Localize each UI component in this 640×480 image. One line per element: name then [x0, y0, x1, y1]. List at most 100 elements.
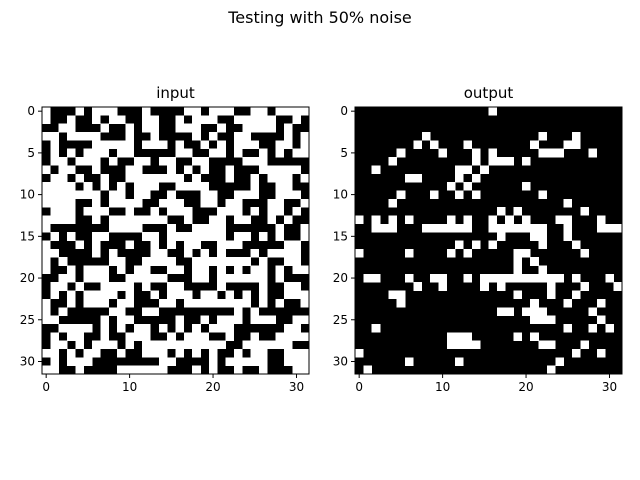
heatmap-cell	[75, 365, 84, 375]
heatmap-cell	[175, 148, 185, 158]
heatmap-cell	[242, 232, 251, 241]
heatmap-cell	[133, 265, 143, 275]
heatmap-cell	[192, 340, 201, 350]
heatmap-cell	[150, 240, 160, 250]
heatmap-cell	[555, 357, 564, 366]
heatmap-cell	[192, 182, 201, 191]
heatmap-cell	[167, 357, 176, 366]
heatmap-cell	[50, 148, 59, 158]
heatmap-cell	[75, 340, 84, 350]
heatmap-cell	[275, 190, 285, 200]
heatmap-cell	[167, 232, 176, 241]
heatmap-cell	[267, 115, 276, 124]
heatmap-cell	[275, 140, 285, 149]
heatmap-cell	[117, 323, 126, 333]
heatmap-cell	[142, 265, 151, 275]
heatmap-cell	[396, 298, 406, 308]
heatmap-cell	[521, 248, 531, 258]
heatmap-cell	[463, 248, 473, 258]
heatmap-cell	[446, 215, 456, 225]
heatmap-cell	[100, 140, 109, 149]
y-tick-label: 5	[340, 146, 348, 160]
heatmap-cell	[217, 148, 226, 158]
heatmap-cell	[200, 265, 210, 275]
heatmap-cell	[125, 332, 135, 341]
heatmap-cell	[200, 140, 210, 149]
heatmap-cell	[175, 290, 185, 300]
heatmap-cell	[75, 190, 84, 200]
heatmap-cell	[505, 273, 514, 283]
heatmap-cell	[175, 115, 185, 124]
heatmap-cell	[208, 190, 218, 200]
heatmap-cell	[421, 132, 431, 141]
heatmap-cell	[446, 223, 456, 233]
heatmap-cell	[538, 273, 548, 283]
heatmap-cell	[275, 273, 285, 283]
heatmap-cell	[92, 232, 101, 241]
heatmap-cell	[217, 323, 226, 333]
heatmap-cell	[208, 257, 218, 266]
heatmap-cell	[267, 123, 276, 133]
heatmap-cell	[92, 115, 101, 124]
heatmap-cell	[208, 215, 218, 225]
heatmap-cell	[100, 298, 109, 308]
heatmap-cell	[292, 257, 301, 266]
heatmap-cell	[67, 115, 76, 124]
heatmap-cell	[208, 223, 218, 233]
heatmap-cell	[405, 215, 414, 225]
heatmap-cell	[275, 182, 285, 191]
heatmap-cell	[513, 223, 523, 233]
heatmap-cell	[258, 107, 268, 116]
heatmap-cell	[92, 207, 101, 216]
heatmap-cell	[217, 140, 226, 149]
heatmap-cell	[538, 148, 548, 158]
heatmap-cell	[92, 265, 101, 275]
heatmap-cell	[208, 132, 218, 141]
heatmap-cell	[275, 107, 285, 116]
heatmap-cell	[108, 340, 118, 350]
heatmap-cell	[117, 365, 126, 375]
heatmap-cell	[100, 315, 109, 325]
heatmap-cell	[258, 232, 268, 241]
heatmap-cell	[471, 157, 481, 166]
heatmap-cell	[283, 123, 293, 133]
heatmap-cell	[167, 290, 176, 300]
heatmap-cell	[200, 257, 210, 266]
heatmap-cell	[125, 165, 135, 174]
heatmap-cell	[67, 123, 76, 133]
heatmap-cell	[125, 340, 135, 350]
heatmap-cell	[100, 290, 109, 300]
heatmap-cell	[192, 298, 201, 308]
heatmap-cell	[300, 315, 310, 325]
x-tick-label: 20	[205, 380, 220, 394]
heatmap-cell	[546, 315, 556, 325]
heatmap-cell	[75, 282, 84, 291]
heatmap-cell	[125, 148, 135, 158]
heatmap-cell	[530, 307, 539, 316]
heatmap-cell	[108, 248, 118, 258]
heatmap-cell	[233, 315, 243, 325]
heatmap-cell	[233, 115, 243, 124]
heatmap-cell	[300, 173, 310, 183]
heatmap-cell	[217, 273, 226, 283]
heatmap-cell	[117, 182, 126, 191]
heatmap-cell	[455, 357, 464, 366]
heatmap-cell	[258, 115, 268, 124]
heatmap-cell	[388, 198, 397, 208]
heatmap-cell	[158, 248, 168, 258]
heatmap-cell	[67, 165, 76, 174]
heatmap-cell	[300, 140, 310, 149]
heatmap-cell	[413, 173, 422, 183]
heatmap-cell	[283, 240, 293, 250]
heatmap-cell	[92, 140, 101, 149]
heatmap-cell	[258, 357, 268, 366]
heatmap-cell	[150, 132, 160, 141]
heatmap-cell	[258, 340, 268, 350]
heatmap-cell	[208, 115, 218, 124]
heatmap-cell	[183, 107, 193, 116]
heatmap-cell	[133, 157, 143, 166]
heatmap-cell	[50, 248, 59, 258]
heatmap-cell	[225, 198, 235, 208]
heatmap-cell	[546, 282, 556, 291]
heatmap-cell	[250, 173, 260, 183]
